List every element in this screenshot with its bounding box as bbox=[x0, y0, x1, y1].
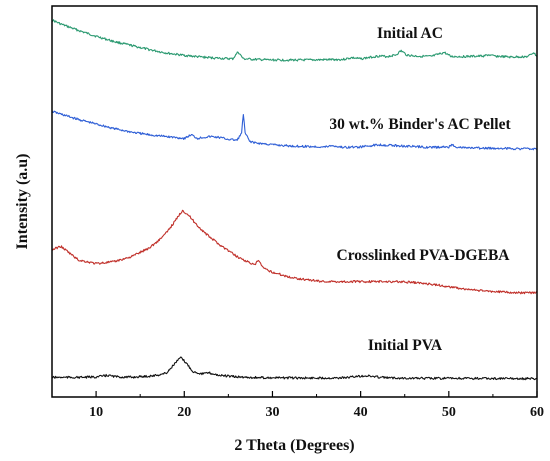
series-labels: Initial AC 30 wt.% Binder's AC Pellet Cros… bbox=[329, 25, 511, 354]
series-line-1 bbox=[51, 19, 538, 62]
series-label-4: Initial PVA bbox=[368, 337, 443, 354]
series-layer bbox=[51, 19, 538, 381]
series-line-3 bbox=[51, 209, 538, 295]
x-tick-label: 20 bbox=[177, 405, 191, 420]
series-label-3: Crosslinked PVA-DGEBA bbox=[337, 247, 511, 264]
x-tick-label: 10 bbox=[89, 405, 103, 420]
y-axis-label: Intensity (a.u) bbox=[14, 153, 31, 249]
series-line-4 bbox=[51, 356, 538, 381]
x-tick-label: 40 bbox=[354, 405, 368, 420]
series-line-2 bbox=[51, 110, 538, 151]
x-tick-label: 30 bbox=[265, 405, 279, 420]
x-axis-label: 2 Theta (Degrees) bbox=[234, 437, 354, 454]
x-tick-label: 50 bbox=[442, 405, 456, 420]
ticks-layer: 10 20 30 40 50 60 bbox=[51, 391, 544, 420]
x-tick-label: 60 bbox=[530, 405, 544, 420]
series-label-2: 30 wt.% Binder's AC Pellet bbox=[329, 116, 511, 133]
series-label-1: Initial AC bbox=[377, 25, 443, 42]
plot-frame bbox=[51, 5, 538, 398]
